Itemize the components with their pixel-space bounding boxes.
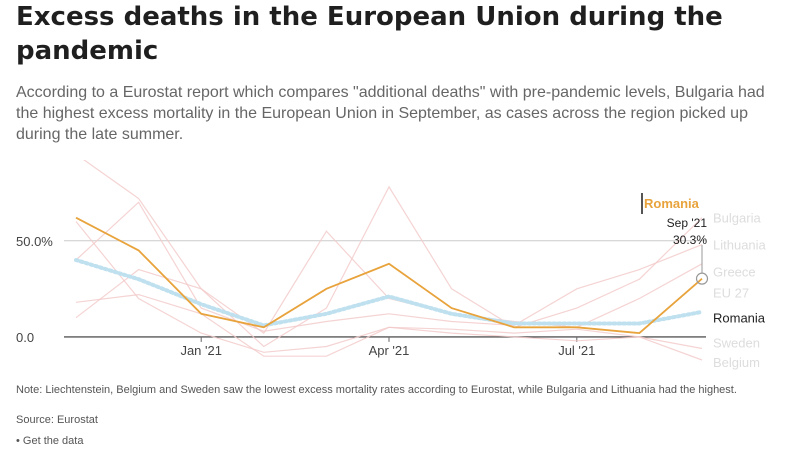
get-data-link[interactable]: • Get the data bbox=[16, 435, 84, 447]
highlight-point-marker bbox=[695, 272, 709, 285]
page-title: Excess deaths in the European Union duri… bbox=[16, 2, 723, 66]
series-line-bulgaria bbox=[83, 160, 703, 348]
y-tick-label: 0.0 bbox=[16, 330, 34, 345]
x-tick-label: Jan '21 bbox=[180, 343, 222, 358]
end-label-greece: Greece bbox=[713, 265, 756, 280]
annotation-marker-bar bbox=[641, 193, 643, 214]
page-subtitle: According to a Eurostat report which com… bbox=[16, 84, 765, 143]
x-tick-label: Jul '21 bbox=[558, 343, 595, 358]
end-label-bulgaria: Bulgaria bbox=[713, 211, 761, 226]
series-line-eu-27 bbox=[74, 258, 704, 328]
x-tick-label: Apr '21 bbox=[369, 343, 410, 358]
end-label-romania: Romania bbox=[713, 311, 766, 326]
annotation-date: Sep '21 bbox=[667, 216, 708, 230]
annotation-series-name: Romania bbox=[644, 196, 700, 211]
y-tick-label: 50.0% bbox=[16, 234, 53, 249]
excess-deaths-line-chart: 0.0 50.0% Jan '21 Apr '21 Jul '21 Romania Sep… bbox=[16, 160, 767, 370]
series-line-lithuania bbox=[75, 201, 703, 332]
chart-source: Source: Eurostat bbox=[16, 414, 98, 426]
annotation-value: 30.3% bbox=[673, 233, 707, 247]
end-label-belgium: Belgium bbox=[713, 355, 760, 370]
end-label-eu-27: EU 27 bbox=[713, 286, 749, 301]
chart-note: Note: Liechtenstein, Belgium and Sweden … bbox=[16, 384, 737, 396]
series-line-romania bbox=[75, 216, 703, 335]
end-label-lithuania: Lithuania bbox=[713, 238, 767, 253]
end-label-sweden: Sweden bbox=[713, 336, 760, 351]
series-line-belgium bbox=[75, 221, 703, 361]
